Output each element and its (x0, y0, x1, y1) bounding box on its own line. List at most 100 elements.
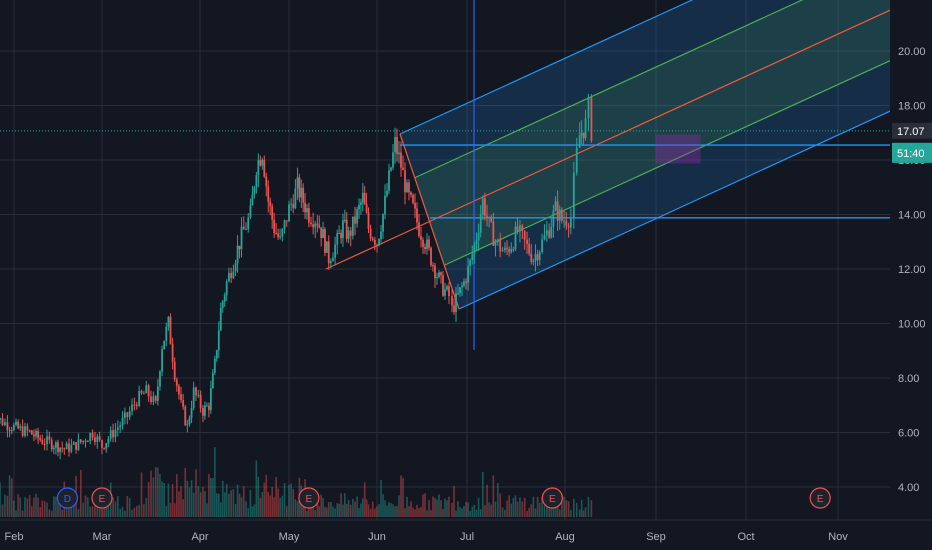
volume-bar (228, 493, 230, 517)
grid-lines (0, 0, 890, 520)
volume-bar (587, 496, 590, 517)
volume-bar (197, 485, 200, 517)
volume-bar (506, 500, 508, 517)
volume-bar (324, 506, 326, 517)
volume-bar (484, 505, 486, 517)
volume-bar (584, 507, 587, 517)
volume-bar (28, 495, 31, 517)
candle-body (121, 417, 124, 426)
volume-bar (223, 492, 226, 517)
candle-body (410, 192, 412, 195)
volume-bar (363, 482, 366, 517)
volume-bar (1, 504, 4, 517)
volume-bar (342, 504, 344, 517)
candle-body (24, 426, 26, 436)
candle-body (340, 233, 342, 239)
candle-body (21, 426, 24, 436)
candle-body (329, 261, 332, 264)
candle-body (560, 209, 563, 221)
dividend-marker[interactable] (56, 487, 79, 509)
volume-bar (251, 506, 254, 517)
candle-body (223, 295, 226, 302)
volume-bar (236, 484, 239, 517)
marker-label: E (99, 494, 106, 505)
candle-body (213, 358, 216, 373)
pitchfork-line[interactable] (429, 5, 901, 223)
candle-body (488, 216, 491, 218)
candle-body (202, 408, 204, 416)
candle-body (481, 198, 484, 215)
candle-body (142, 393, 145, 395)
volume-bar (94, 498, 96, 517)
candle-body (33, 434, 35, 437)
volume-bar (259, 497, 262, 517)
candle-body (347, 230, 350, 240)
candle-body (163, 340, 166, 350)
candle-body (298, 177, 301, 198)
candle-body (424, 246, 426, 250)
volume-bars (0, 447, 593, 517)
candle-body (516, 226, 519, 232)
pitchfork-base-line[interactable] (399, 133, 460, 310)
volume-bar (369, 508, 372, 517)
price-axis-background (890, 0, 932, 520)
volume-bar (114, 501, 117, 517)
price-axis[interactable]: 4.006.008.0010.0012.0014.0016.0018.0020.… (890, 0, 932, 520)
candle-body (508, 249, 511, 253)
candle-body (312, 224, 315, 228)
volume-bar (57, 502, 59, 517)
volume-bar (72, 496, 75, 517)
candle-body (204, 405, 206, 416)
volume-bar (232, 489, 235, 517)
candle-body (43, 443, 46, 445)
candle-body (267, 186, 270, 202)
earnings-marker[interactable] (91, 487, 113, 509)
volume-bar (308, 505, 310, 517)
candle-body (473, 244, 476, 255)
pitchfork-line[interactable] (458, 106, 901, 310)
time-axis[interactable]: Feb Mar Apr May Jun Jul Aug Sep Oct Nov (0, 519, 932, 550)
candle-body (161, 349, 163, 372)
time-tick-label: Apr (191, 531, 208, 543)
volume-bar (318, 506, 321, 517)
earnings-marker[interactable] (809, 487, 831, 509)
volume-bar (334, 508, 336, 517)
volume-bar (440, 500, 442, 517)
volume-bar (338, 503, 340, 517)
candle-body (465, 281, 467, 283)
candle-body (412, 194, 414, 203)
candle-body (504, 247, 506, 251)
candle-body (477, 232, 480, 241)
volume-bar (558, 509, 561, 517)
candle-body (209, 388, 212, 411)
volume-bar (306, 510, 308, 517)
volume-bar (283, 483, 286, 517)
candle-body (180, 394, 182, 401)
candle-body (398, 152, 400, 155)
earnings-marker[interactable] (298, 487, 320, 509)
volume-bar (438, 494, 440, 517)
pitchfork-line[interactable] (414, 0, 900, 179)
pitchfork-line[interactable] (399, 0, 900, 135)
volume-bar (418, 508, 420, 517)
earnings-marker[interactable] (541, 487, 563, 509)
volume-bar (420, 506, 422, 517)
candle-body (572, 172, 575, 218)
volume-bar (271, 486, 273, 517)
time-tick-label: Oct (737, 531, 754, 543)
volume-bar (263, 482, 266, 517)
volume-bar (48, 509, 51, 517)
volume-bar (82, 502, 84, 517)
volume-bar (91, 506, 94, 517)
candle-body (138, 391, 141, 406)
volume-bar (186, 480, 189, 517)
highlight-rectangle[interactable] (655, 134, 701, 164)
candle-body (247, 217, 250, 230)
candle-body (338, 233, 341, 235)
candle-body (126, 412, 129, 417)
candle-body (376, 244, 378, 246)
volume-bar (548, 503, 550, 517)
volume-bar (326, 507, 328, 517)
